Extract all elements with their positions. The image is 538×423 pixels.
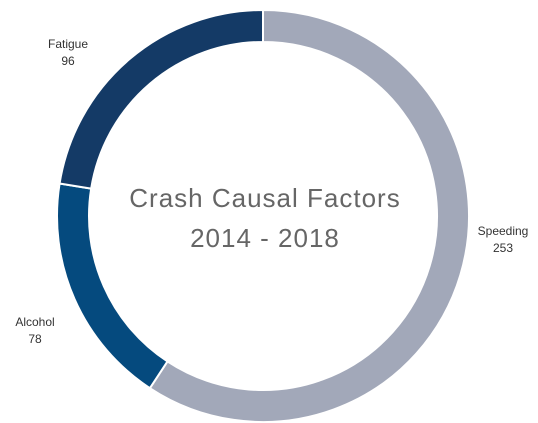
category-label: Fatigue (48, 37, 88, 51)
value-label: 253 (493, 241, 513, 255)
donut-segment (58, 8, 264, 190)
value-label: 78 (28, 332, 42, 346)
chart-title: Crash Causal Factors (129, 183, 400, 213)
category-label: Speeding (478, 224, 529, 238)
donut-segment (148, 8, 470, 423)
category-label: Alcohol (15, 315, 54, 329)
donut-segment (56, 182, 169, 390)
chart-subtitle: 2014 - 2018 (190, 223, 340, 253)
value-label: 96 (61, 54, 75, 68)
